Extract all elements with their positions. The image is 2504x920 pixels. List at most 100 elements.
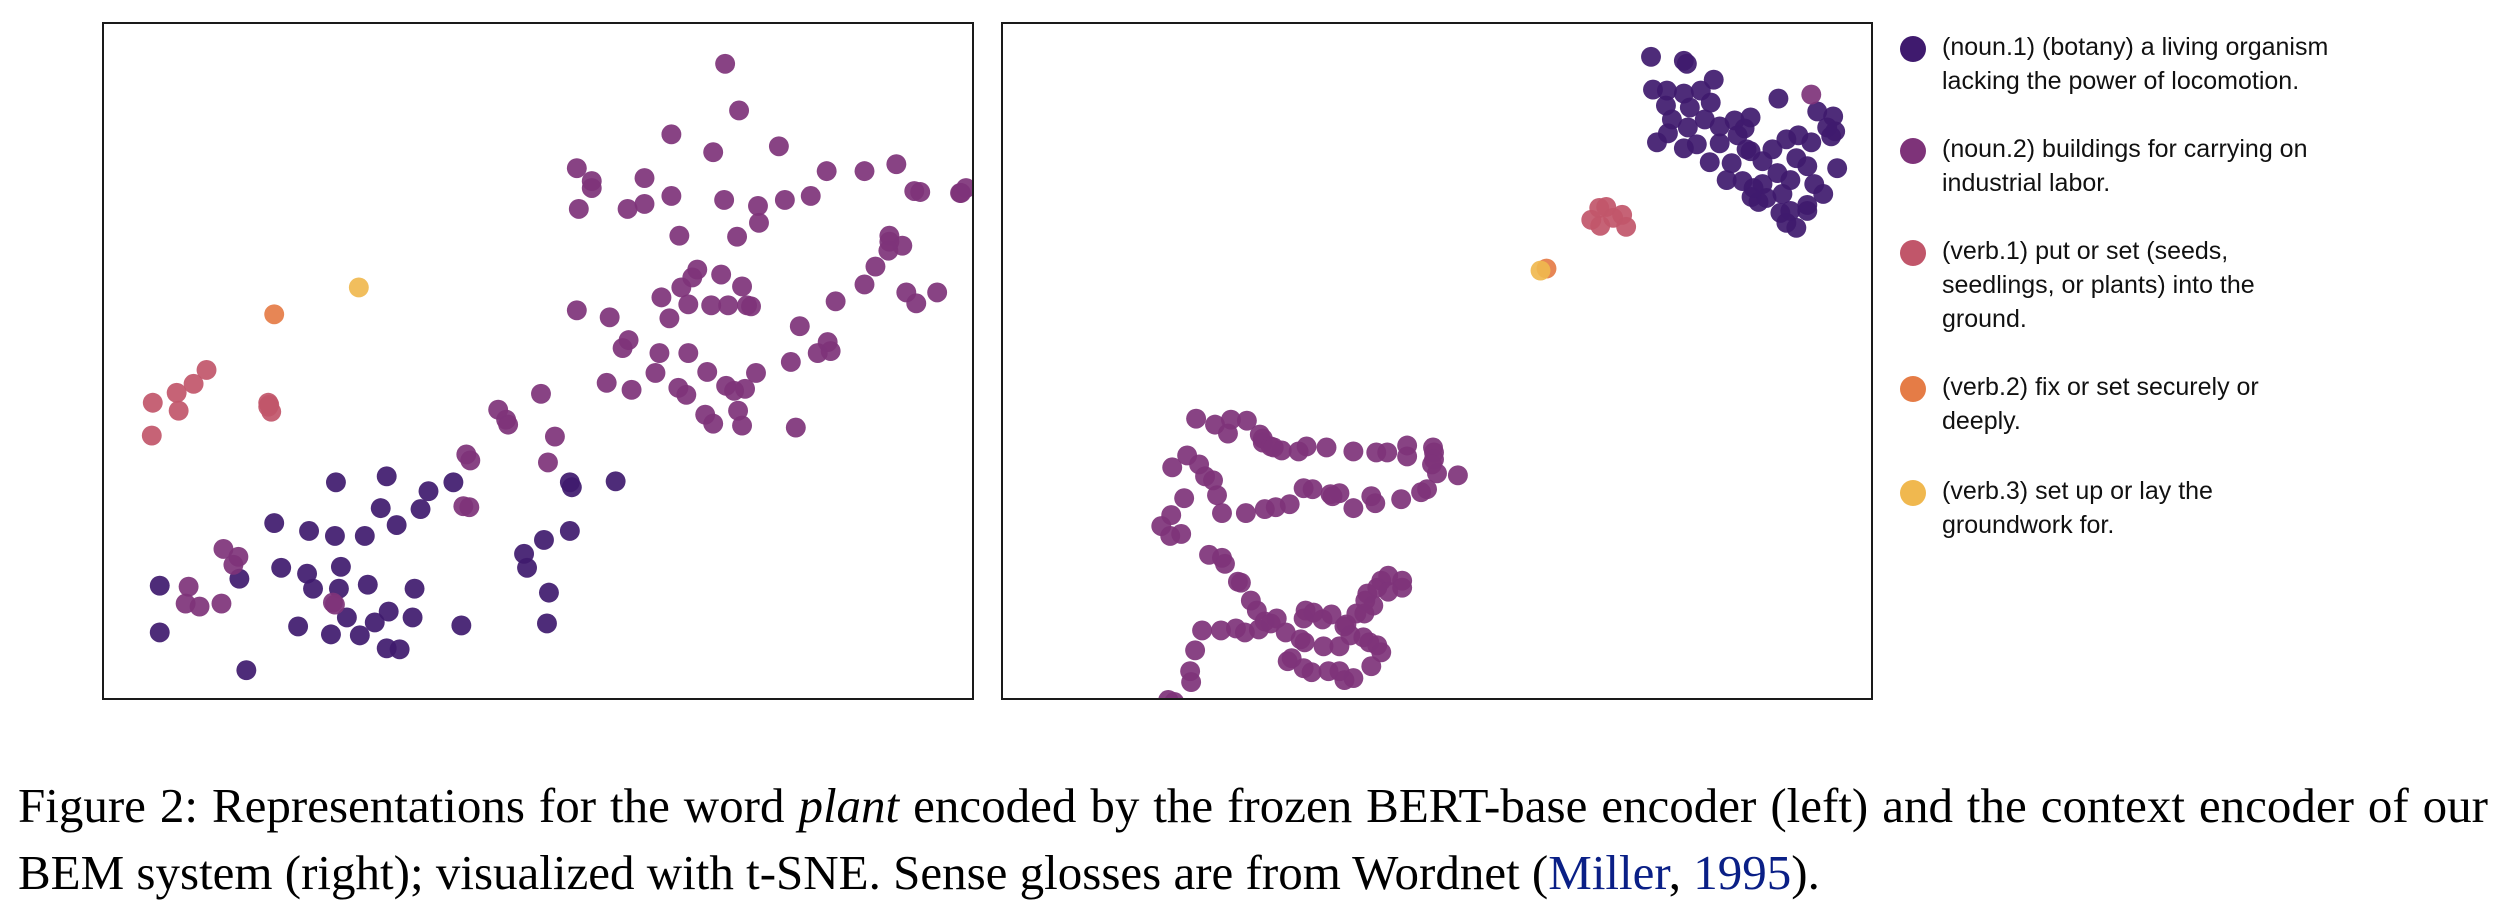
scatter-point-noun2 [768, 136, 789, 157]
scatter-point-noun1 [402, 607, 423, 628]
scatter-point-noun1 [1786, 217, 1807, 238]
scatter-point-noun2 [1296, 436, 1317, 457]
scatter-point-noun2 [746, 362, 766, 383]
scatter-point-noun2 [1181, 672, 1202, 693]
scatter-point-noun2 [460, 450, 481, 471]
scatter-point-noun1 [297, 563, 318, 584]
scatter-point-noun2 [785, 417, 806, 438]
scatter-point-noun1 [410, 499, 431, 520]
scatter-point-noun2 [1391, 489, 1412, 510]
right-scatter-plot [1151, 46, 1848, 698]
scatter-point-noun2 [661, 186, 682, 206]
scatter-point-noun1 [299, 521, 320, 541]
caption-word: plant [798, 778, 900, 833]
scatter-point-noun1 [1827, 158, 1848, 179]
scatter-point-noun2 [1254, 499, 1275, 520]
scatter-point-noun2 [715, 53, 736, 74]
scatter-point-verb1 [183, 373, 204, 394]
scatter-point-noun1 [561, 477, 582, 498]
scatter-point-noun2 [1186, 408, 1207, 429]
citation-year-link[interactable]: 1995 [1693, 845, 1792, 900]
scatter-point-noun2 [1447, 465, 1468, 486]
citation-author-link[interactable]: Miller [1548, 845, 1669, 900]
scatter-point-noun2 [661, 124, 682, 145]
scatter-point-noun2 [1340, 625, 1361, 646]
scatter-point-noun2 [612, 338, 633, 359]
scatter-point-noun2 [1211, 620, 1231, 641]
scatter-point-noun2 [617, 198, 638, 219]
scatter-point-noun1 [321, 624, 341, 645]
scatter-point-noun2 [728, 400, 749, 421]
scatter-point-noun1 [349, 625, 370, 646]
scatter-point-noun1 [1821, 126, 1842, 147]
caption-prefix: Figure 2: Representations for the word [18, 778, 799, 833]
scatter-point-verb1 [1612, 204, 1633, 225]
caption-suffix: ). [1791, 845, 1820, 900]
scatter-point-noun2 [1318, 661, 1339, 682]
scatter-point-noun2 [531, 383, 551, 404]
scatter-point-noun1 [1699, 152, 1720, 173]
scatter-point-noun2 [718, 295, 739, 316]
scatter-point-noun1 [1677, 117, 1698, 138]
scatter-point-noun2 [854, 161, 875, 182]
scatter-point-noun1 [1673, 138, 1694, 159]
scatter-point-noun2 [1343, 441, 1364, 462]
scatter-point-noun2 [1378, 581, 1399, 602]
scatter-point-noun2 [599, 307, 620, 328]
scatter-point-noun2 [1343, 498, 1364, 519]
scatter-point-noun1 [1786, 148, 1807, 169]
scatter-point-noun2 [732, 415, 753, 436]
scatter-point-noun2 [1281, 648, 1302, 669]
scatter-point-noun2 [649, 343, 670, 363]
legend-label-verb2: (verb.2) fix or set securely or deeply. [1942, 373, 2259, 435]
scatter-point-noun2 [1235, 503, 1256, 524]
scatter-point-noun1 [1813, 184, 1834, 204]
scatter-point-noun2 [1316, 437, 1337, 458]
scatter-point-verb3 [348, 277, 369, 298]
scatter-point-noun1 [364, 612, 385, 633]
scatter-point-verb1 [142, 392, 163, 413]
scatter-point-noun2 [1158, 690, 1178, 698]
scatter-point-noun1 [534, 529, 554, 550]
scatter-point-noun1 [357, 574, 378, 595]
left-scatter-panel [102, 22, 974, 700]
scatter-point-noun1 [325, 472, 346, 493]
scatter-point-noun2 [1397, 446, 1418, 467]
scatter-point-noun1 [354, 526, 375, 546]
scatter-point-noun2 [701, 295, 722, 316]
scatter-point-noun2 [1361, 656, 1382, 677]
scatter-point-noun1 [303, 578, 323, 599]
legend-item-noun2: (noun.2) buildings for carrying on indus… [1900, 132, 2307, 200]
scatter-point-noun2 [1322, 486, 1343, 507]
scatter-point-verb1 [196, 360, 217, 380]
scatter-point-noun2 [724, 380, 745, 401]
scatter-point-noun2 [659, 308, 680, 329]
scatter-point-noun1 [264, 513, 285, 533]
legend-label-noun1: (noun.1) (botany) a living organism lack… [1942, 33, 2329, 95]
scatter-point-noun2 [634, 168, 655, 189]
scatter-point-noun2 [807, 343, 828, 363]
legend-item-verb2: (verb.2) fix or set securely or deeply. [1900, 370, 2259, 438]
legend-label-verb1: (verb.1) put or set (seeds, seedlings, o… [1942, 237, 2255, 333]
scatter-point-noun1 [1752, 151, 1773, 172]
scatter-point-noun2 [1275, 622, 1296, 643]
scatter-point-noun2 [748, 195, 768, 216]
legend-label-verb3: (verb.3) set up or lay the groundwork fo… [1942, 477, 2213, 539]
scatter-point-noun2 [711, 264, 732, 285]
scatter-point-noun2 [211, 593, 232, 614]
scatter-point-noun1 [1743, 178, 1764, 198]
scatter-point-noun2 [1174, 488, 1195, 509]
scatter-point-noun2 [1293, 478, 1314, 499]
scatter-point-verb1 [1590, 215, 1611, 236]
scatter-point-noun2 [1192, 620, 1213, 641]
scatter-point-noun2 [1290, 629, 1311, 650]
scatter-point-noun2 [1427, 463, 1447, 484]
scatter-point-noun2 [703, 413, 724, 434]
scatter-point-noun1 [605, 471, 626, 492]
scatter-point-noun2 [1177, 445, 1198, 466]
scatter-point-verb2 [264, 304, 285, 325]
scatter-point-noun2 [714, 190, 735, 210]
scatter-point-verb1 [166, 382, 187, 403]
scatter-point-noun2 [223, 554, 244, 575]
scatter-point-noun2 [1411, 482, 1432, 503]
